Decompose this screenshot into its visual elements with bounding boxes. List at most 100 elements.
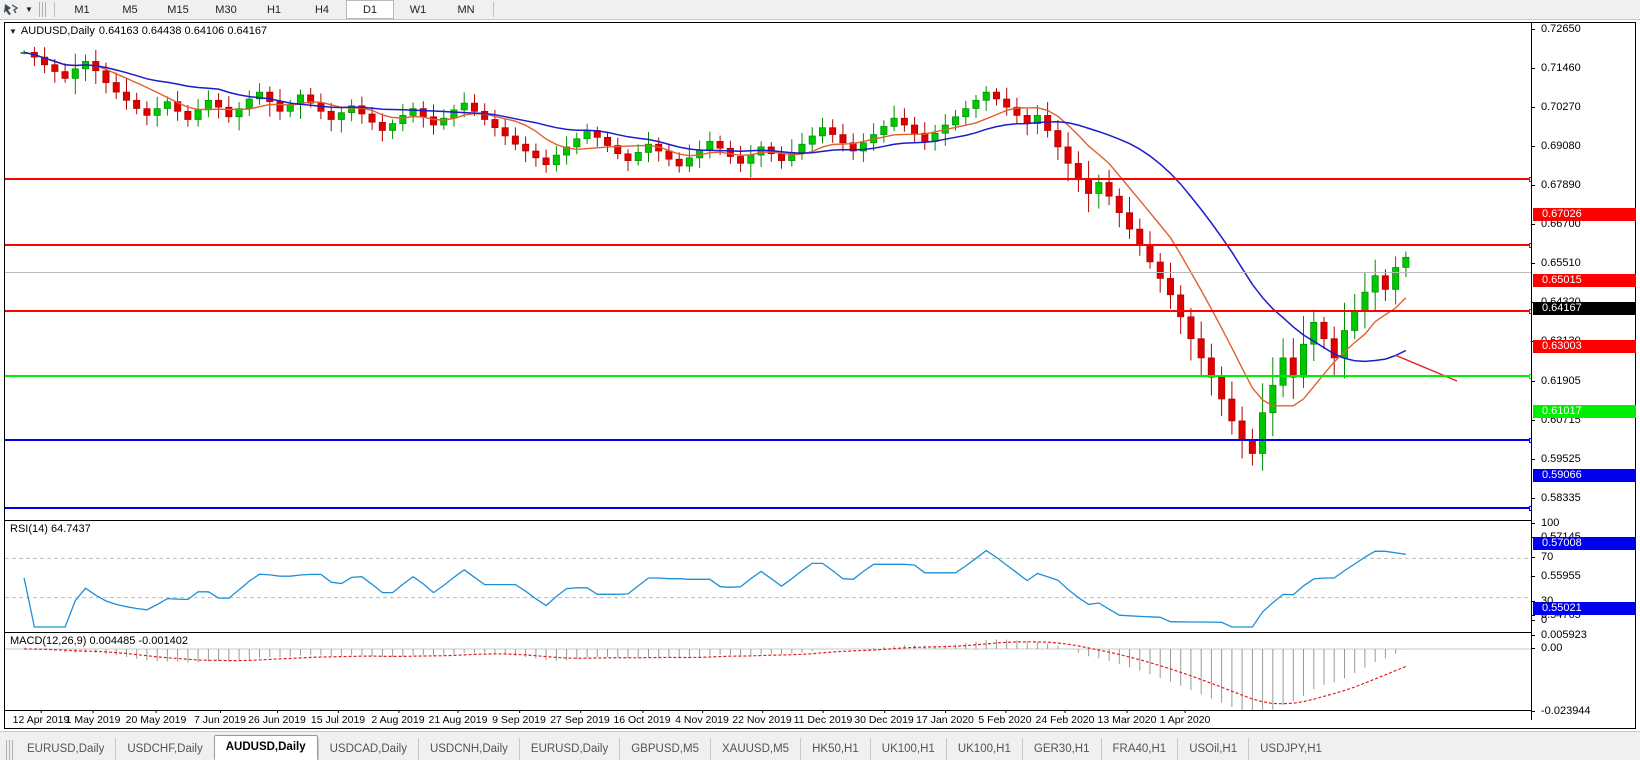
- chart-tab-fra40-h1[interactable]: FRA40,H1: [1100, 738, 1178, 760]
- hline-0.67026[interactable]: [5, 177, 1531, 182]
- date-tick: 2 Aug 2019: [371, 710, 425, 726]
- macd-tick-0.00: 0.00: [1531, 642, 1635, 655]
- level-handle[interactable]: [1529, 243, 1531, 248]
- timeframe-button-w1[interactable]: W1: [409, 3, 427, 16]
- chart-tab-hk50-h1[interactable]: HK50,H1: [800, 738, 870, 760]
- chart-tab-ger30-h1[interactable]: GER30,H1: [1021, 738, 1101, 760]
- chart-tab-usdjpy-h1[interactable]: USDJPY,H1: [1248, 738, 1333, 760]
- price-tick-0.59525: 0.59525: [1531, 453, 1635, 466]
- toolbar-separator: [54, 2, 55, 17]
- chart-tab-usoil-h1[interactable]: USOil,H1: [1177, 738, 1248, 760]
- chart-tab-usdcad-daily[interactable]: USDCAD,Daily: [317, 738, 418, 760]
- date-tick: 20 May 2019: [125, 710, 187, 726]
- price-pane[interactable]: ▼ AUDUSD,Daily 0.64163 0.64438 0.64106 0…: [5, 23, 1531, 515]
- rsi-tick-70: 70: [1531, 551, 1635, 564]
- price-badge-resistance-2[interactable]: 0.65015: [1533, 274, 1636, 287]
- chart-tab-eurusd-daily[interactable]: EURUSD,Daily: [518, 738, 619, 760]
- price-tick-0.61905: 0.61905: [1531, 375, 1635, 388]
- date-tick: 12 Apr 2019: [12, 710, 70, 726]
- price-badge-resistance-3[interactable]: 0.63003: [1533, 340, 1636, 353]
- timeframe-button-d1[interactable]: D1: [346, 0, 394, 19]
- timeframe-list: M1 M5 M15 M30 H1 H4 D1 W1 MN: [58, 0, 490, 19]
- level-handle[interactable]: [1529, 506, 1531, 511]
- date-tick: 21 Aug 2019: [428, 710, 488, 726]
- level-handle[interactable]: [1529, 374, 1531, 379]
- date-tick: 5 Feb 2020: [978, 710, 1032, 726]
- timeframe-button-m5[interactable]: M5: [122, 3, 138, 16]
- level-handle[interactable]: [1529, 177, 1531, 182]
- hline-current-price[interactable]: [5, 272, 1531, 273]
- rsi-label: RSI(14) 64.7437: [10, 523, 91, 535]
- rsi-tick-30: 30: [1531, 595, 1635, 608]
- price-tick-0.70270: 0.70270: [1531, 101, 1635, 114]
- date-tick: 1 May 2019: [65, 710, 121, 726]
- tabbar-grip[interactable]: [6, 740, 14, 760]
- date-tick: 16 Oct 2019: [613, 710, 671, 726]
- price-tick-0.55955: 0.55955: [1531, 570, 1635, 583]
- toolbar-dropdown-caret[interactable]: ▼: [25, 5, 33, 14]
- rsi-tick-100: 100: [1531, 517, 1635, 530]
- price-axis[interactable]: 0.72650 0.71460 0.70270 0.69080 0.67890 0.667…: [1531, 23, 1636, 720]
- date-tick: 11 Dec 2019: [793, 710, 853, 726]
- rsi-tick-0: 0: [1531, 614, 1635, 627]
- timeframe-button-m1[interactable]: M1: [74, 3, 90, 16]
- chart-tab-usdcnh-daily[interactable]: USDCNH,Daily: [417, 738, 519, 760]
- chart-tab-usdchf-daily[interactable]: USDCHF,Daily: [115, 738, 213, 760]
- chart-tabs: EURUSD,Daily USDCHF,Daily AUDUSD,Daily USDC…: [16, 735, 1333, 760]
- chart-collapse-caret[interactable]: ▼: [9, 26, 17, 36]
- toolbar-grip[interactable]: [39, 2, 48, 17]
- timeframe-button-m30[interactable]: M30: [215, 3, 237, 16]
- price-badge-support-green[interactable]: 0.61017: [1533, 405, 1636, 418]
- chart-tab-xauusd-m5[interactable]: XAUUSD,M5: [709, 738, 800, 760]
- price-badge-current[interactable]: 0.64167: [1533, 302, 1636, 315]
- price-tick-0.72650: 0.72650: [1531, 23, 1635, 36]
- cursor-crosshair-icon[interactable]: [0, 1, 22, 18]
- chart-area[interactable]: ▼ AUDUSD,Daily 0.64163 0.64438 0.64106 0…: [4, 22, 1636, 729]
- price-tick-0.66700: 0.66700: [1531, 218, 1635, 231]
- level-handle[interactable]: [1529, 438, 1531, 443]
- chart-tab-uk100-h1[interactable]: UK100,H1: [945, 738, 1022, 760]
- date-tick: 4 Nov 2019: [675, 710, 729, 726]
- date-tick: 17 Jan 2020: [916, 710, 974, 726]
- price-tick-0.69080: 0.69080: [1531, 140, 1635, 153]
- rsi-pane[interactable]: RSI(14) 64.7437: [5, 520, 1531, 631]
- level-handle[interactable]: [1529, 309, 1531, 314]
- hline-0.59066[interactable]: [5, 438, 1531, 443]
- chart-tab-eurusd-daily[interactable]: EURUSD,Daily: [27, 743, 105, 755]
- price-badge-support-blue-2[interactable]: 0.57008: [1533, 537, 1636, 550]
- price-badge-support-blue-1[interactable]: 0.59066: [1533, 469, 1636, 482]
- candlestick-series: [20, 47, 1458, 471]
- chart-tab-gbpusd-m5[interactable]: GBPUSD,M5: [619, 738, 710, 760]
- date-tick: 7 Jun 2019: [194, 710, 246, 726]
- chart-symbol-header: ▼ AUDUSD,Daily 0.64163 0.64438 0.64106 0…: [9, 25, 267, 37]
- price-tick-0.67890: 0.67890: [1531, 179, 1635, 192]
- macd-label: MACD(12,26,9) 0.004485 -0.001402: [10, 635, 188, 647]
- chart-tab-uk100-h1[interactable]: UK100,H1: [869, 738, 946, 760]
- timeframe-button-h1[interactable]: H1: [266, 3, 282, 16]
- date-tick: 24 Feb 2020: [1035, 710, 1095, 726]
- hline-0.63003[interactable]: [5, 309, 1531, 314]
- chart-tab-audusd-daily[interactable]: AUDUSD,Daily: [213, 735, 318, 760]
- hline-0.65015[interactable]: [5, 243, 1531, 248]
- price-badge-support-blue-3[interactable]: 0.55021: [1533, 602, 1636, 615]
- macd-tick-0.005923: 0.005923: [1531, 629, 1635, 642]
- chart-tab-bar: EURUSD,Daily USDCHF,Daily AUDUSD,Daily USDC…: [0, 731, 1640, 760]
- date-tick: 30 Dec 2019: [854, 710, 914, 726]
- price-tick-0.65510: 0.65510: [1531, 257, 1635, 270]
- date-axis[interactable]: 12 Apr 2019 1 May 2019 20 May 2019 7 Jun 20…: [5, 710, 1531, 728]
- date-tick: 1 Apr 2020: [1159, 710, 1211, 726]
- timeframe-button-h4[interactable]: H4: [314, 3, 330, 16]
- macd-pane[interactable]: MACD(12,26,9) 0.004485 -0.001402: [5, 632, 1531, 721]
- hline-0.57008[interactable]: [5, 506, 1531, 511]
- toolbar-separator-end: [493, 2, 494, 17]
- price-badge-resistance-1[interactable]: 0.67026: [1533, 208, 1636, 221]
- date-tick: 22 Nov 2019: [732, 710, 792, 726]
- date-tick: 26 Jun 2019: [248, 710, 306, 726]
- timeframe-toolbar: ▼ M1 M5 M15 M30 H1 H4 D1 W1 MN: [0, 0, 1640, 20]
- hline-0.61017[interactable]: [5, 374, 1531, 379]
- timeframe-button-mn[interactable]: MN: [457, 3, 475, 16]
- rsi-series: [5, 549, 1531, 628]
- chart-symbol-title: AUDUSD,Daily: [20, 25, 95, 37]
- timeframe-button-m15[interactable]: M15: [167, 3, 189, 16]
